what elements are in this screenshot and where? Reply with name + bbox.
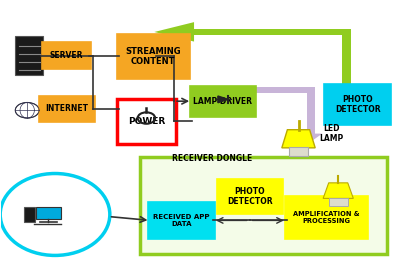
- FancyBboxPatch shape: [285, 196, 368, 239]
- FancyBboxPatch shape: [15, 36, 44, 75]
- FancyBboxPatch shape: [140, 157, 387, 254]
- Text: INTERNET: INTERNET: [46, 105, 88, 113]
- Text: RECEIVED APP
DATA: RECEIVED APP DATA: [154, 214, 210, 227]
- FancyBboxPatch shape: [116, 99, 176, 144]
- FancyBboxPatch shape: [190, 86, 256, 117]
- Text: LAMP DRIVER: LAMP DRIVER: [193, 97, 252, 106]
- FancyBboxPatch shape: [42, 42, 91, 69]
- FancyBboxPatch shape: [116, 34, 190, 79]
- Text: PHOTO
DETECTOR: PHOTO DETECTOR: [335, 95, 380, 114]
- Polygon shape: [342, 29, 351, 108]
- Polygon shape: [254, 88, 315, 93]
- Ellipse shape: [0, 173, 110, 255]
- Text: STREAMING
CONTENT: STREAMING CONTENT: [126, 47, 181, 66]
- FancyBboxPatch shape: [329, 198, 348, 206]
- Circle shape: [15, 102, 39, 118]
- Text: SERVER: SERVER: [50, 51, 83, 60]
- FancyBboxPatch shape: [289, 147, 308, 156]
- Polygon shape: [154, 22, 194, 42]
- FancyBboxPatch shape: [217, 179, 283, 214]
- Text: AMPLIFICATION &
PROCESSING: AMPLIFICATION & PROCESSING: [293, 211, 360, 224]
- Polygon shape: [323, 183, 353, 198]
- Polygon shape: [218, 96, 228, 103]
- Polygon shape: [300, 134, 322, 141]
- Text: RECEIVER DONGLE: RECEIVER DONGLE: [172, 154, 252, 163]
- Text: PHOTO
DETECTOR: PHOTO DETECTOR: [227, 187, 273, 206]
- Polygon shape: [194, 29, 351, 35]
- FancyBboxPatch shape: [36, 207, 61, 219]
- Text: POWER: POWER: [128, 117, 165, 126]
- Text: LED
LAMP: LED LAMP: [319, 124, 344, 143]
- FancyBboxPatch shape: [24, 207, 35, 222]
- FancyBboxPatch shape: [324, 84, 391, 124]
- Polygon shape: [282, 130, 315, 148]
- FancyBboxPatch shape: [39, 96, 95, 122]
- Polygon shape: [307, 88, 315, 134]
- FancyBboxPatch shape: [148, 202, 215, 239]
